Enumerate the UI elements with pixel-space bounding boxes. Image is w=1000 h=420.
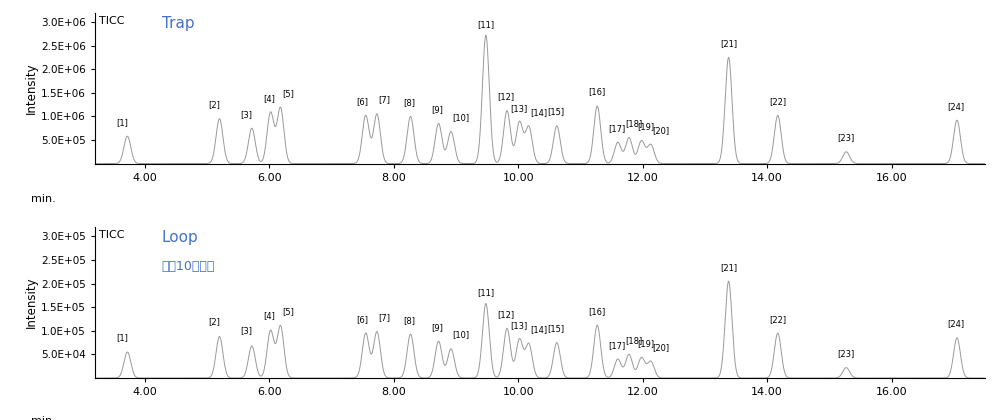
Text: [12]: [12]	[497, 92, 514, 101]
Text: [22]: [22]	[769, 315, 786, 324]
Text: [16]: [16]	[589, 307, 606, 316]
Text: [6]: [6]	[356, 315, 368, 324]
Text: [2]: [2]	[208, 100, 220, 109]
Text: [1]: [1]	[116, 333, 128, 343]
Text: min.: min.	[31, 416, 56, 420]
Text: [6]: [6]	[356, 97, 368, 106]
Text: [10]: [10]	[452, 330, 469, 339]
Text: [13]: [13]	[511, 104, 528, 113]
Text: [17]: [17]	[608, 124, 625, 133]
Text: [18]: [18]	[625, 336, 643, 345]
Text: [11]: [11]	[477, 288, 494, 297]
Text: [15]: [15]	[547, 324, 564, 333]
Text: TICC: TICC	[99, 16, 125, 26]
Y-axis label: Intensity: Intensity	[25, 277, 38, 328]
Text: [18]: [18]	[625, 119, 643, 128]
Text: [19]: [19]	[638, 123, 655, 131]
Text: Trap: Trap	[162, 16, 194, 31]
Text: [17]: [17]	[608, 341, 625, 350]
Text: 縦軸10倍拡大: 縦軸10倍拡大	[162, 260, 215, 273]
Text: [14]: [14]	[530, 108, 547, 117]
Text: [22]: [22]	[769, 97, 786, 106]
Text: [20]: [20]	[652, 126, 669, 135]
Text: [5]: [5]	[282, 307, 294, 316]
Text: [23]: [23]	[837, 349, 855, 358]
Text: [7]: [7]	[378, 96, 390, 105]
Text: [15]: [15]	[547, 108, 564, 116]
Text: [13]: [13]	[511, 321, 528, 330]
Text: [12]: [12]	[497, 310, 514, 319]
Text: [24]: [24]	[947, 320, 964, 328]
Text: [21]: [21]	[720, 263, 737, 272]
Text: [14]: [14]	[530, 326, 547, 335]
Text: TICC: TICC	[99, 230, 125, 240]
Text: [4]: [4]	[263, 94, 275, 103]
Text: [21]: [21]	[720, 39, 737, 48]
Y-axis label: Intensity: Intensity	[25, 62, 38, 114]
Text: [5]: [5]	[282, 89, 294, 98]
Text: [11]: [11]	[477, 20, 494, 29]
Text: [9]: [9]	[431, 105, 443, 114]
Text: [4]: [4]	[263, 312, 275, 320]
Text: [9]: [9]	[431, 323, 443, 332]
Text: [2]: [2]	[208, 317, 220, 326]
Text: Loop: Loop	[162, 230, 198, 245]
Text: [1]: [1]	[116, 118, 128, 127]
Text: [16]: [16]	[589, 88, 606, 97]
Text: [24]: [24]	[947, 102, 964, 111]
Text: [3]: [3]	[241, 110, 253, 119]
Text: [19]: [19]	[638, 339, 655, 348]
Text: min.: min.	[31, 194, 56, 204]
Text: [3]: [3]	[241, 326, 253, 336]
Text: [20]: [20]	[652, 343, 669, 352]
Text: [7]: [7]	[378, 313, 390, 322]
Text: [8]: [8]	[403, 98, 415, 107]
Text: [8]: [8]	[403, 316, 415, 325]
Text: [10]: [10]	[452, 113, 469, 122]
Text: [23]: [23]	[837, 134, 855, 142]
